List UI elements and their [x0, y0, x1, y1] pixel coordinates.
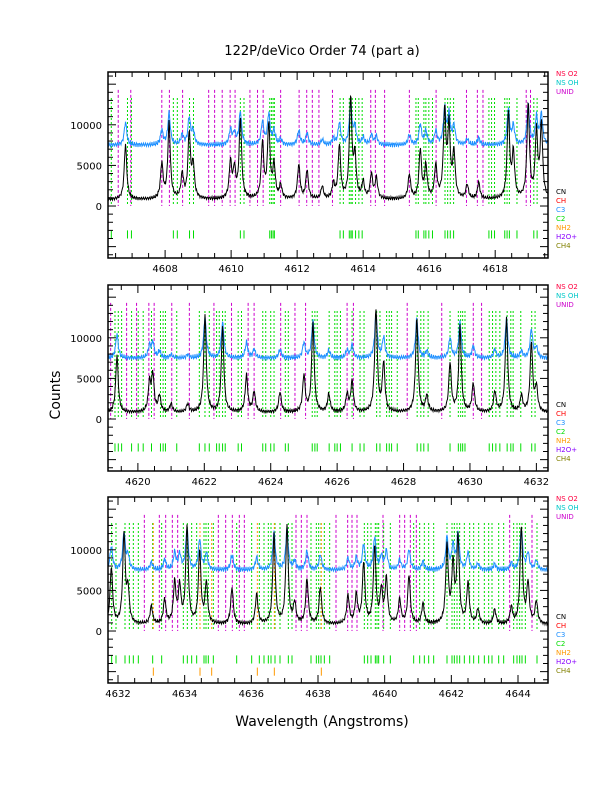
- x-tick-label: 4632: [524, 477, 549, 488]
- model-curve: [107, 527, 549, 573]
- x-tick-label: 4632: [105, 689, 130, 700]
- y-tick-label: 10000: [70, 121, 102, 132]
- x-tick-label: 4614: [350, 264, 375, 275]
- legend-top-item: UNID: [556, 513, 574, 521]
- y-tick-label: 5000: [77, 161, 102, 172]
- legend-species-item: CH: [556, 622, 566, 630]
- spectrum-curve: [107, 94, 549, 202]
- panel-2: 4620 4622 4624 4626 4628 4630 4632 0 5000 10000 NS…: [70, 283, 579, 488]
- x-tick-label: 4644: [505, 689, 530, 700]
- legend-species-item: H2O+: [556, 233, 577, 241]
- legend-species-item: CN: [556, 401, 566, 409]
- x-tick-label: 4640: [372, 689, 397, 700]
- x-tick-label: 4634: [172, 689, 197, 700]
- chart-title: 122P/deVico Order 74 (part a): [224, 44, 419, 59]
- legend-top-item: NS O2: [556, 70, 578, 78]
- legend-species-item: NH2: [556, 224, 571, 232]
- plot-frame: [107, 71, 549, 259]
- legend-top-item: NS OH: [556, 504, 579, 512]
- legend-top-item: UNID: [556, 88, 574, 96]
- legend-species-item: C3: [556, 631, 565, 639]
- x-tick-label: 4642: [439, 689, 464, 700]
- x-tick-label: 4622: [192, 477, 217, 488]
- y-tick-label: 0: [96, 627, 102, 638]
- x-tick-label: 4608: [152, 264, 177, 275]
- legend-top-item: UNID: [556, 301, 574, 309]
- spectrum-curve: [107, 523, 549, 627]
- x-tick-label: 4610: [218, 264, 243, 275]
- legend-species-item: CH4: [556, 667, 571, 675]
- x-tick-label: 4628: [391, 477, 416, 488]
- y-tick-label: 10000: [70, 546, 102, 557]
- legend-species-item: C2: [556, 215, 565, 223]
- legend-species-item: C2: [556, 428, 565, 436]
- x-tick-label: 4630: [457, 477, 482, 488]
- legend-species-item: CH: [556, 197, 566, 205]
- legend-species-item: H2O+: [556, 658, 577, 666]
- panel-3: 4632 4634 4636 4638 4640 4642 4644 0 5000 10000 NS…: [70, 495, 579, 700]
- x-tick-label: 4624: [258, 477, 283, 488]
- y-tick-label: 10000: [70, 334, 102, 345]
- y-axis-label: Counts: [48, 371, 64, 420]
- x-tick-label: 4616: [416, 264, 441, 275]
- legend-species-item: CH4: [556, 242, 571, 250]
- legend-top-item: NS OH: [556, 292, 579, 300]
- spectrum-curve: [107, 309, 549, 415]
- legend-species-item: C3: [556, 419, 565, 427]
- model-curve: [107, 313, 549, 362]
- x-tick-label: 4612: [284, 264, 309, 275]
- legend-species-item: NH2: [556, 649, 571, 657]
- legend-species-item: NH2: [556, 437, 571, 445]
- legend-top-item: NS O2: [556, 495, 578, 503]
- x-axis-label: Wavelength (Angstroms): [235, 714, 409, 730]
- y-tick-label: 0: [96, 415, 102, 426]
- legend-species-item: CH: [556, 410, 566, 418]
- legend-species-item: CN: [556, 188, 566, 196]
- legend-species-item: C2: [556, 640, 565, 648]
- legend-top-item: NS O2: [556, 283, 578, 291]
- y-tick-label: 5000: [77, 374, 102, 385]
- y-tick-label: 0: [96, 202, 102, 213]
- legend-top-item: NS OH: [556, 79, 579, 87]
- legend-species-item: CN: [556, 613, 566, 621]
- y-tick-label: 5000: [77, 586, 102, 597]
- legend-species-item: C3: [556, 206, 565, 214]
- x-tick-label: 4620: [125, 477, 150, 488]
- legend-species-item: H2O+: [556, 446, 577, 454]
- x-tick-label: 4618: [482, 264, 507, 275]
- x-tick-label: 4638: [305, 689, 330, 700]
- x-tick-label: 4636: [239, 689, 264, 700]
- legend-species-item: CH4: [556, 455, 571, 463]
- model-curve: [107, 100, 549, 149]
- x-tick-label: 4626: [324, 477, 349, 488]
